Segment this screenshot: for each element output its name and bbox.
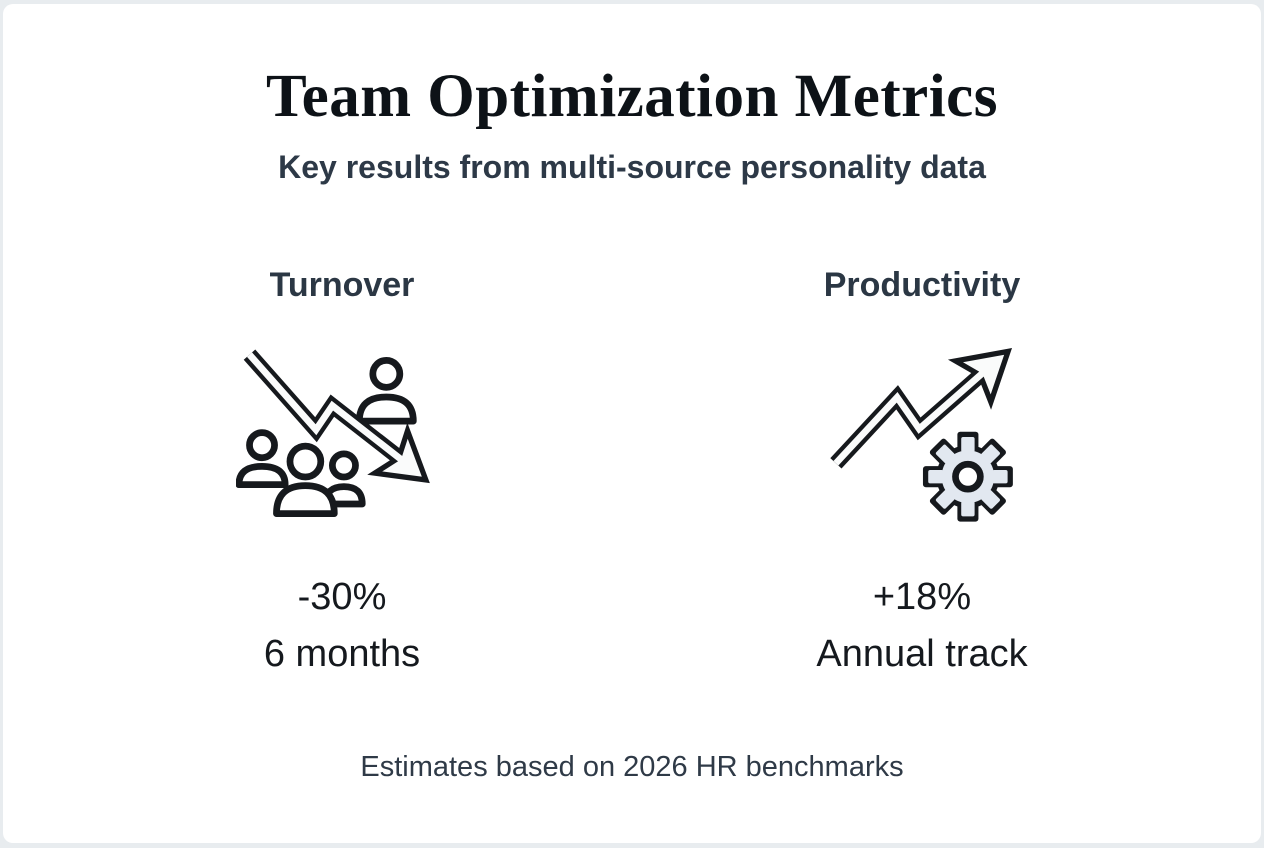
metric-values: -30% 6 months	[264, 569, 420, 683]
metric-value: -30%	[297, 576, 387, 619]
gear-glyph	[922, 432, 1013, 523]
footnote: Estimates based on 2026 HR benchmarks	[360, 751, 904, 784]
metric-label: Productivity	[823, 265, 1021, 304]
declining-arrow	[243, 349, 430, 484]
metric-label: Turnover	[269, 265, 415, 304]
metrics-row: Turnover	[3, 264, 1261, 684]
metric-value: +18%	[872, 576, 972, 619]
metrics-card: Team Optimization Metrics Key results fr…	[3, 4, 1261, 843]
metric-period: Annual track	[816, 633, 1028, 676]
people-decline-icon	[236, 334, 448, 539]
page-title: Team Optimization Metrics	[266, 63, 998, 130]
metric-turnover: Turnover	[132, 264, 552, 684]
person-figure-left	[236, 429, 289, 489]
metric-productivity: Productivity	[712, 264, 1132, 684]
page-subtitle: Key results from multi-source personalit…	[278, 149, 986, 186]
people-decline-icon-svg	[236, 349, 430, 518]
person-figure-top	[355, 357, 417, 425]
rising-arrow	[830, 348, 1013, 469]
metric-period: 6 months	[263, 633, 421, 676]
metric-values: +18% Annual track	[816, 569, 1027, 683]
person-figure-center	[273, 443, 338, 518]
growth-gear-icon-svg	[830, 348, 1013, 523]
growth-gear-icon	[812, 334, 1032, 539]
